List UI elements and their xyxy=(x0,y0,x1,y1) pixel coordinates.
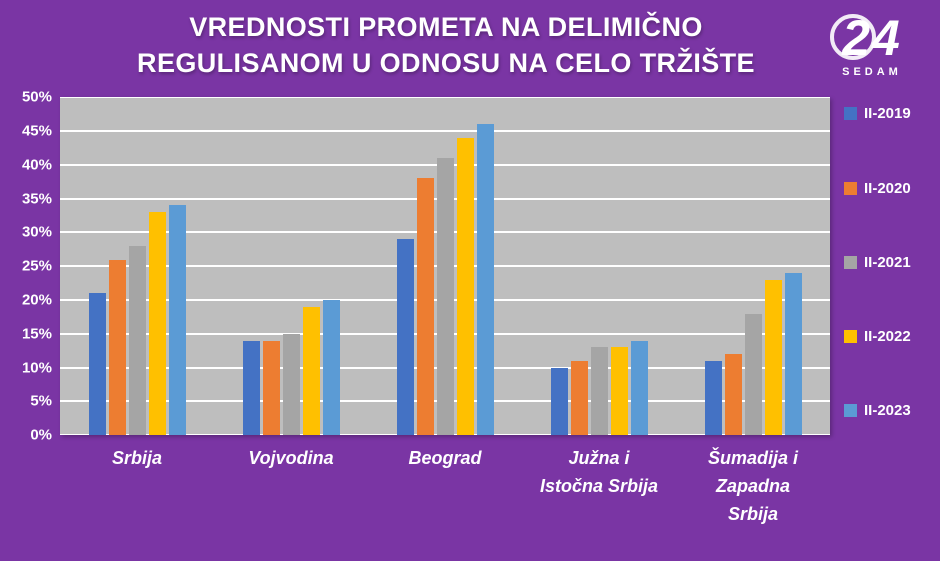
header: VREDNOSTI PROMETA NA DELIMIČNO REGULISAN… xyxy=(0,0,940,81)
y-axis: 0% 5% 10% 15% 20% 25% 30% 35% 40% 45% 50% xyxy=(4,89,60,444)
x-axis-label: Beograd xyxy=(408,448,482,469)
y-tick-label: 50% xyxy=(21,88,52,106)
bar-II-2021 xyxy=(744,313,762,436)
bar-II-2020 xyxy=(724,354,742,436)
y-tick-label: 5% xyxy=(30,392,52,410)
bar-II-2023 xyxy=(784,273,802,436)
bar-II-2019 xyxy=(704,360,722,436)
bar-II-2023 xyxy=(630,340,648,436)
logo-wordmark: SEDAM xyxy=(842,65,902,78)
bar-group-2 xyxy=(214,97,368,436)
legend-swatch-icon xyxy=(844,181,857,195)
y-tick-label: 30% xyxy=(21,223,52,241)
bar-II-2022 xyxy=(764,279,782,436)
bar-II-2019 xyxy=(396,239,414,436)
legend-label: II-2022 xyxy=(864,328,911,345)
legend-swatch-icon xyxy=(844,107,857,121)
logo-ring-icon xyxy=(830,14,876,60)
bar-II-2022 xyxy=(456,137,474,436)
x-axis-label: Srbija xyxy=(111,448,163,469)
bar-II-2022 xyxy=(302,306,320,436)
legend-item-II-2021: II-2021 xyxy=(844,254,934,271)
legend-swatch-icon xyxy=(844,255,857,269)
plot-area xyxy=(60,97,830,436)
bar-II-2019 xyxy=(550,367,568,436)
bar-II-2022 xyxy=(610,347,628,436)
bar-chart: 0% 5% 10% 15% 20% 25% 30% 35% 40% 45% 50% Srbija Vo… xyxy=(0,89,940,529)
legend-item-II-2022: II-2022 xyxy=(844,328,934,345)
legend: II-2019 II-2020 II-2021 II-2022 II-2023 xyxy=(830,97,934,435)
bar-group-4 xyxy=(522,97,676,436)
x-axis-label: Vojvodina xyxy=(248,448,334,469)
y-tick-label: 25% xyxy=(21,257,52,275)
bar-II-2021 xyxy=(436,158,454,436)
x-axis-label: Šumadija i Zapadna Srbija xyxy=(707,448,799,525)
logo-24sedam: 24 SEDAM xyxy=(818,10,926,81)
gridline xyxy=(60,97,830,99)
bar-groups xyxy=(60,97,830,436)
bar-II-2023 xyxy=(322,300,340,436)
legend-swatch-icon xyxy=(844,330,857,343)
bar-II-2023 xyxy=(476,124,494,436)
bar-II-2020 xyxy=(108,259,126,436)
legend-item-II-2023: II-2023 xyxy=(844,402,934,419)
chart-title: VREDNOSTI PROMETA NA DELIMIČNO REGULISAN… xyxy=(10,10,818,81)
legend-label: II-2019 xyxy=(864,105,911,123)
legend-item-II-2019: II-2019 xyxy=(844,105,934,122)
logo-number: 24 xyxy=(842,10,902,66)
bar-group-3 xyxy=(368,97,522,436)
bar-II-2019 xyxy=(88,293,106,436)
bar-II-2021 xyxy=(590,347,608,436)
y-tick-label: 10% xyxy=(21,359,52,377)
y-tick-label: 0% xyxy=(30,426,52,444)
chart-title-line2: REGULISANOM U ODNOSU NA CELO TRŽIŠTE xyxy=(137,47,755,78)
y-tick-label: 45% xyxy=(21,122,52,140)
bar-II-2020 xyxy=(416,178,434,436)
x-axis-labels: Srbija Vojvodina Beograd Južna i Istočna Sr… xyxy=(60,445,830,529)
bar-II-2022 xyxy=(148,212,166,436)
x-axis-label: Južna i Istočna Srbija xyxy=(539,448,659,497)
legend-item-II-2020: II-2020 xyxy=(844,180,934,197)
bar-II-2020 xyxy=(570,360,588,436)
plot-column: Srbija Vojvodina Beograd Južna i Istočna Sr… xyxy=(60,97,830,529)
bar-group-5 xyxy=(676,97,830,436)
legend-swatch-icon xyxy=(844,404,857,418)
y-tick-label: 35% xyxy=(21,190,52,208)
legend-label: II-2020 xyxy=(864,179,911,197)
chart-title-line1: VREDNOSTI PROMETA NA DELIMIČNO xyxy=(189,12,703,42)
bar-II-2023 xyxy=(168,205,186,436)
bar-II-2021 xyxy=(128,245,146,436)
bar-II-2019 xyxy=(242,340,260,436)
gridline xyxy=(60,130,830,133)
legend-label: II-2023 xyxy=(864,402,911,420)
bar-group-1 xyxy=(60,97,214,436)
bar-II-2021 xyxy=(282,333,300,436)
legend-label: II-2021 xyxy=(864,253,911,271)
y-tick-label: 15% xyxy=(21,325,52,343)
y-tick-label: 20% xyxy=(21,291,52,309)
bar-II-2020 xyxy=(262,340,280,436)
y-tick-label: 40% xyxy=(21,156,52,174)
